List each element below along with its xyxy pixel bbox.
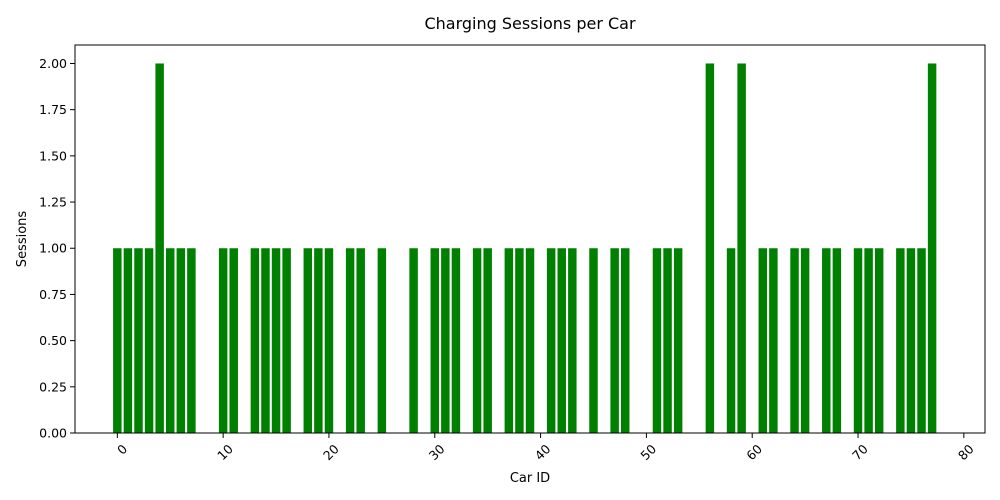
y-tick-label: 0.50 — [39, 333, 67, 348]
x-axis-ticks: 0 10 20 30 40 50 60 70 80 — [114, 433, 977, 463]
y-tick-label: 1.25 — [39, 195, 67, 210]
y-tick-label: 0.25 — [39, 379, 67, 394]
x-tick-label: 10 — [214, 441, 236, 463]
x-tick-label: 80 — [955, 441, 977, 463]
bar-car-20 — [324, 248, 334, 433]
x-tick-label: 0 — [114, 441, 130, 457]
bar-car-30 — [430, 248, 439, 433]
x-axis-label: Car ID — [510, 471, 550, 486]
y-tick-label: 0.75 — [39, 287, 67, 302]
bar-car-71 — [864, 248, 873, 433]
y-axis-ticks: 0.00 0.25 0.50 0.75 1.00 1.25 1.50 1.75 2.00 — [39, 56, 75, 441]
y-tick-label: 1.00 — [39, 241, 67, 256]
bar-car-42 — [557, 248, 566, 433]
chart-title: Charging Sessions per Car — [424, 14, 636, 33]
bar-car-68 — [832, 248, 842, 433]
bar-car-34 — [472, 248, 482, 433]
bar-car-64 — [790, 248, 799, 433]
bar-car-23 — [356, 248, 365, 433]
bar-car-4 — [155, 63, 164, 433]
bar-car-75 — [906, 248, 916, 433]
bar-car-39 — [525, 248, 535, 433]
bar-car-62 — [769, 248, 778, 433]
bar-car-53 — [673, 248, 683, 433]
bar-car-56 — [705, 63, 715, 433]
bar-car-7 — [187, 248, 196, 433]
bar-car-51 — [652, 248, 662, 433]
bar-car-19 — [314, 248, 323, 433]
bar-car-37 — [504, 248, 514, 433]
bar-car-59 — [737, 63, 746, 433]
x-tick-label: 70 — [849, 441, 871, 463]
bar-car-18 — [303, 248, 313, 433]
x-tick-label: 50 — [637, 441, 659, 463]
bar-car-14 — [261, 248, 270, 433]
bar-car-25 — [377, 248, 387, 433]
bar-car-48 — [621, 248, 630, 433]
bar-car-11 — [229, 248, 238, 433]
x-tick-label: 40 — [532, 441, 554, 463]
bar-car-41 — [546, 248, 556, 433]
bar-car-38 — [515, 248, 524, 433]
x-tick-label: 20 — [320, 441, 342, 463]
x-tick-label: 60 — [743, 441, 765, 463]
bar-car-65 — [800, 248, 810, 433]
bar-car-76 — [917, 248, 926, 433]
bar-car-47 — [610, 248, 619, 433]
bar-car-74 — [896, 248, 905, 433]
bar-car-31 — [441, 248, 450, 433]
bars-group — [113, 63, 937, 433]
bar-car-77 — [927, 63, 937, 433]
bar-car-58 — [726, 248, 736, 433]
bar-car-28 — [409, 248, 418, 433]
bar-car-15 — [271, 248, 281, 433]
bar-car-6 — [176, 248, 186, 433]
bar-car-2 — [134, 248, 143, 433]
y-tick-label: 1.75 — [39, 102, 67, 117]
bar-car-35 — [483, 248, 492, 433]
y-tick-label: 2.00 — [39, 56, 67, 71]
bar-car-45 — [589, 248, 598, 433]
y-tick-label: 1.50 — [39, 148, 67, 163]
bar-car-3 — [144, 248, 154, 433]
bar-car-22 — [345, 248, 355, 433]
bar-car-52 — [663, 248, 672, 433]
y-tick-label: 0.00 — [39, 426, 67, 441]
bar-car-0 — [113, 248, 122, 433]
bar-car-67 — [822, 248, 831, 433]
bar-car-43 — [568, 248, 577, 433]
bar-car-1 — [123, 248, 133, 433]
bar-car-70 — [853, 248, 863, 433]
bar-car-16 — [282, 248, 291, 433]
y-axis-label: Sessions — [15, 211, 30, 268]
bar-car-10 — [218, 248, 228, 433]
bar-car-72 — [874, 248, 884, 433]
bar-car-61 — [758, 248, 768, 433]
bar-car-5 — [166, 248, 175, 433]
bar-car-13 — [250, 248, 260, 433]
plot-frame — [74, 44, 986, 434]
bar-car-32 — [451, 248, 461, 433]
x-tick-label: 30 — [426, 441, 448, 463]
